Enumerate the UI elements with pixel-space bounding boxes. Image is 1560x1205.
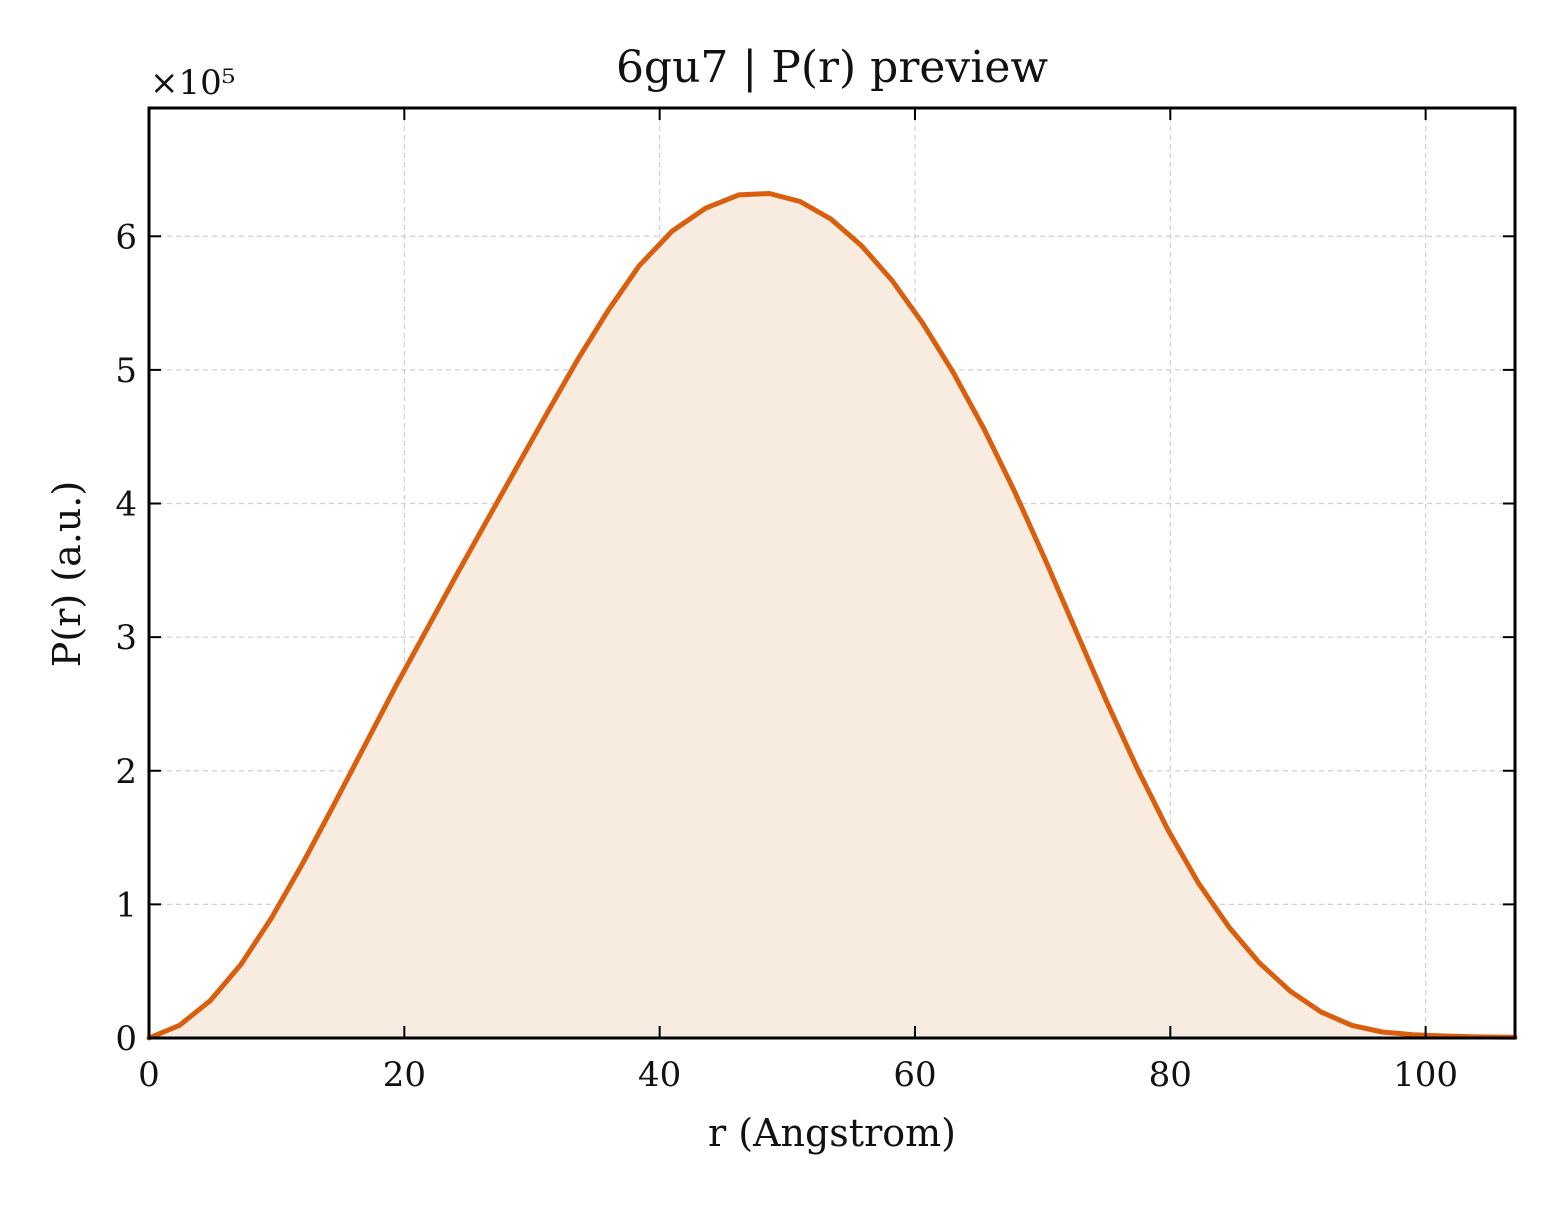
- series-line: [146, 191, 1518, 1041]
- x-tick-label: 40: [638, 1055, 681, 1095]
- y-tick-label: 1: [115, 885, 137, 925]
- y-tick-label: 5: [115, 351, 137, 391]
- x-tick-label: 20: [383, 1055, 426, 1095]
- y-tick-label: 2: [115, 752, 137, 792]
- y-tick-label: 4: [115, 485, 137, 525]
- chart-title: 6gu7 | P(r) preview: [616, 42, 1048, 93]
- y-axis-label: P(r) (a.u.): [45, 481, 89, 667]
- x-tick-label: 0: [138, 1055, 160, 1095]
- axes: [147, 106, 1517, 1040]
- series-area: [149, 193, 1515, 1038]
- plot-frame: [147, 106, 1517, 1040]
- x-tick-label: 60: [893, 1055, 936, 1095]
- ticks: 0 20 40 60 80 100 0 1 2 3 4 5 6: [115, 108, 1515, 1095]
- y-scale-label: ×10⁵: [150, 63, 235, 103]
- series-fill: [149, 193, 1515, 1038]
- x-tick-label: 100: [1393, 1055, 1458, 1095]
- y-tick-label: 0: [115, 1019, 137, 1059]
- series-line-group: [146, 191, 1518, 1041]
- y-tick-label: 3: [115, 618, 137, 658]
- x-tick-label: 80: [1149, 1055, 1192, 1095]
- y-tick-label: 6: [115, 217, 137, 257]
- x-axis-label: r (Angstrom): [708, 1111, 956, 1155]
